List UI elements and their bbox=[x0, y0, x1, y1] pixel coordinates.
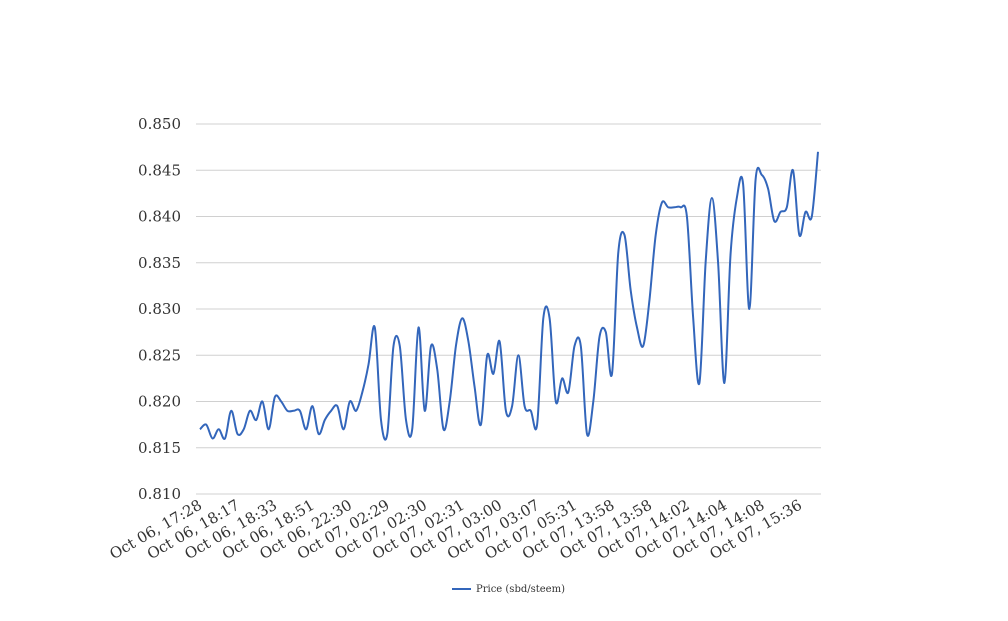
legend: Price (sbd/steem) bbox=[452, 584, 565, 595]
y-tick-label: 0.830 bbox=[138, 300, 181, 318]
gridlines bbox=[196, 123, 821, 495]
y-tick-label: 0.825 bbox=[138, 346, 181, 364]
y-axis-ticks: 0.810 0.815 0.820 0.825 0.830 0.835 0.840 0.845… bbox=[138, 115, 181, 503]
y-tick-label: 0.835 bbox=[138, 254, 181, 272]
series-line bbox=[199, 151, 819, 441]
y-tick-label: 0.815 bbox=[138, 439, 181, 457]
series-layer bbox=[199, 151, 819, 441]
y-tick-label: 0.850 bbox=[138, 115, 181, 133]
y-tick-label: 0.820 bbox=[138, 393, 181, 411]
y-tick-label: 0.840 bbox=[138, 208, 181, 226]
y-tick-label: 0.810 bbox=[138, 485, 181, 503]
y-tick-label: 0.845 bbox=[138, 161, 181, 179]
legend-label: Price (sbd/steem) bbox=[476, 584, 565, 595]
